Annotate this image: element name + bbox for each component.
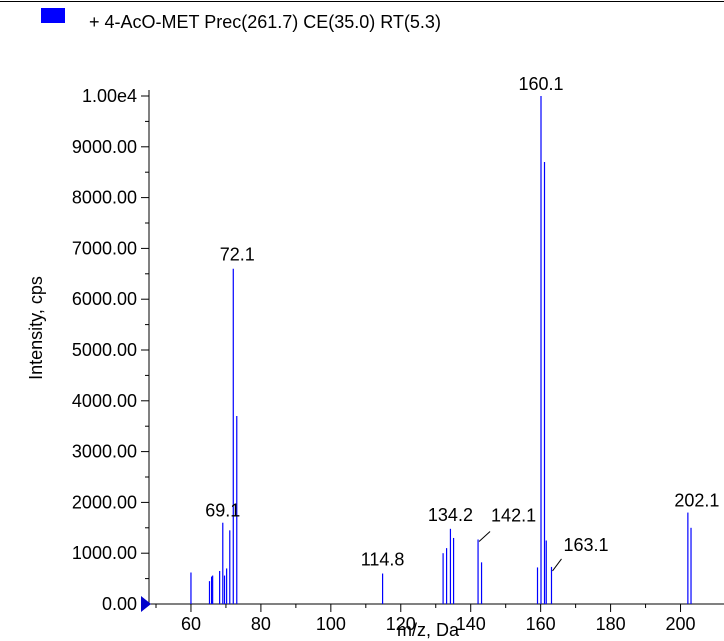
peak-label: 142.1	[491, 505, 536, 525]
y-ticks: 0.00 1000.00 2000.00 3000.00 4000.00 5000.00 6…	[72, 86, 149, 614]
peak-label: 114.8	[361, 550, 405, 570]
x-axis-label: m/z, Da	[397, 620, 460, 640]
x-tick-label: 120	[386, 614, 416, 634]
x-ticks: 60 80 100 120 140 160 180 200	[155, 604, 696, 634]
baseline-marker[interactable]	[141, 596, 151, 612]
peak-label: 202.1	[674, 491, 719, 511]
x-tick-label: 140	[456, 614, 486, 634]
y-tick-label: 2000.00	[72, 492, 137, 512]
y-tick-label: 1000.00	[72, 543, 137, 563]
y-tick-label: 5000.00	[72, 340, 137, 360]
y-tick-label: 3000.00	[72, 442, 137, 462]
y-tick-label: 0.00	[102, 594, 137, 614]
x-tick-label: 160	[526, 614, 556, 634]
peak-series	[190, 96, 692, 604]
x-tick-label: 180	[596, 614, 626, 634]
x-tick-label: 60	[181, 614, 201, 634]
y-tick-label: 1.00e4	[82, 86, 137, 106]
peak-label: 69.1	[205, 501, 240, 521]
y-axis-label: Intensity, cps	[26, 276, 46, 380]
y-tick-label: 9000.00	[72, 137, 137, 157]
peak-label: 134.2	[428, 505, 473, 525]
peak-annotations: 160.1 72.1 69.1 134.2 114.8 202.1 142.1 163.1	[205, 74, 719, 572]
peak-label-leader	[552, 558, 562, 572]
y-tick-label: 6000.00	[72, 289, 137, 309]
y-tick-label: 8000.00	[72, 188, 137, 208]
y-tick-label: 7000.00	[72, 238, 137, 258]
peak-label: 72.1	[220, 245, 255, 265]
y-tick-label: 4000.00	[72, 391, 137, 411]
x-tick-label: 80	[251, 614, 271, 634]
peak-label-leader	[478, 531, 491, 542]
peak-label: 160.1	[518, 74, 563, 94]
legend-title: + 4-AcO-MET Prec(261.7) CE(35.0) RT(5.3)	[89, 12, 441, 32]
peak-label: 163.1	[563, 535, 608, 555]
legend-swatch	[41, 8, 65, 23]
x-tick-label: 200	[666, 614, 696, 634]
x-tick-label: 100	[316, 614, 346, 634]
